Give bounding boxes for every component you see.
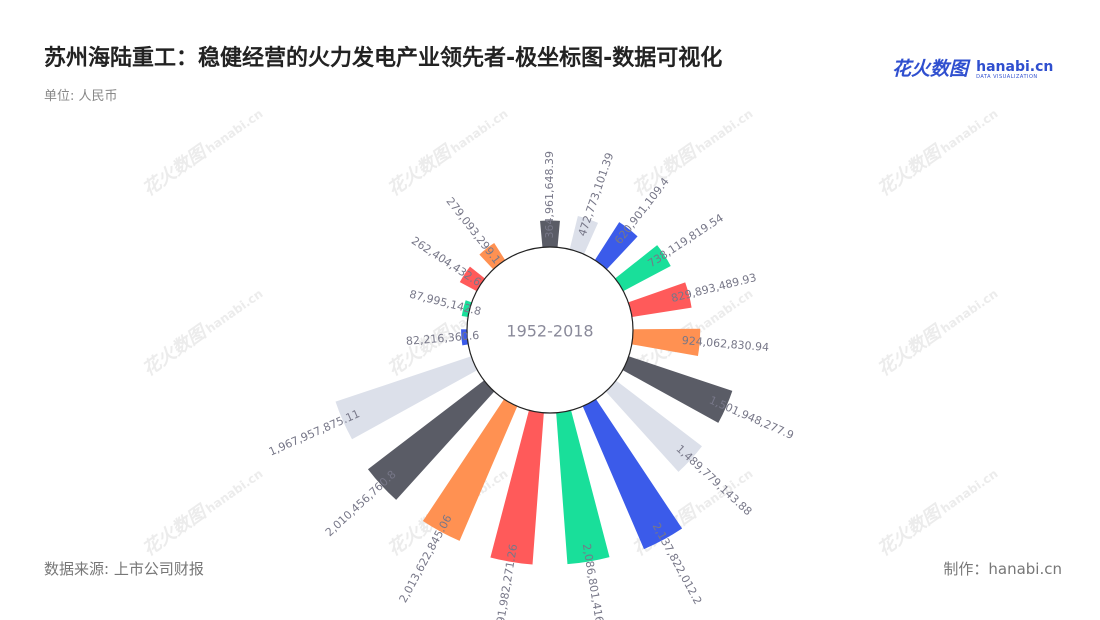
bars-group <box>335 215 733 565</box>
logo-en-text: hanabi.cn <box>976 59 1054 75</box>
polar-bar[interactable] <box>631 328 701 356</box>
bar-value-label: 262,404,432.6 <box>409 234 483 289</box>
bar-value-label: 87,995,142.8 <box>408 288 482 319</box>
data-source: 数据来源: 上市公司财报 <box>44 560 204 578</box>
bar-value-label: 279,093,299.1 <box>443 195 503 266</box>
bar-value-label: 364,961,648.39 <box>543 151 556 238</box>
polar-bar[interactable] <box>569 215 599 255</box>
polar-bar[interactable] <box>461 300 472 318</box>
polar-bar[interactable] <box>594 222 638 270</box>
center-label: 1952-2018 <box>506 322 593 341</box>
unit-label: 单位: 人民币 <box>44 89 118 104</box>
bar-value-label: 738,119,819.54 <box>646 211 726 270</box>
polar-bar[interactable] <box>367 380 495 500</box>
polar-bar[interactable] <box>582 399 683 550</box>
credit: 制作：hanabi.cn <box>943 560 1062 578</box>
polar-bar[interactable] <box>556 410 610 565</box>
bar-value-label: 620,901,109.4 <box>612 175 672 246</box>
bar-value-label: 1,489,779,143.88 <box>673 442 754 518</box>
polar-bar[interactable] <box>461 329 469 346</box>
bar-value-label: 2,137,822,012.2 <box>650 521 705 607</box>
polar-bar[interactable] <box>615 245 671 292</box>
polar-bar[interactable] <box>540 220 560 248</box>
inner-circle <box>466 246 634 414</box>
polar-bar[interactable] <box>479 243 506 270</box>
logo-en-block: hanabi.cn DATA VISUALIZATION <box>976 60 1053 80</box>
bar-value-label: 82,216,360.6 <box>405 329 479 348</box>
polar-bar[interactable] <box>622 356 733 423</box>
bar-value-label: 2,013,622,845.06 <box>397 513 455 605</box>
bar-value-label: 1,967,957,875.11 <box>267 407 362 458</box>
bar-value-label: 2,010,456,760.8 <box>323 468 399 539</box>
chart-title: 苏州海陆重工：稳健经营的火力发电产业领先者-极坐标图-数据可视化 <box>44 46 723 71</box>
polar-bar[interactable] <box>335 356 478 440</box>
logo-cn-text: 花火数图 <box>892 58 969 80</box>
brand-logo[interactable]: 花火数图 hanabi.cn DATA VISUALIZATION <box>892 60 1053 80</box>
polar-bar[interactable] <box>422 399 518 541</box>
polar-bar[interactable] <box>490 410 544 565</box>
polar-bar[interactable] <box>459 266 485 292</box>
polar-bar[interactable] <box>628 282 692 318</box>
polar-bar[interactable] <box>605 380 702 472</box>
logo-tagline: DATA VISUALIZATION <box>976 74 1038 80</box>
